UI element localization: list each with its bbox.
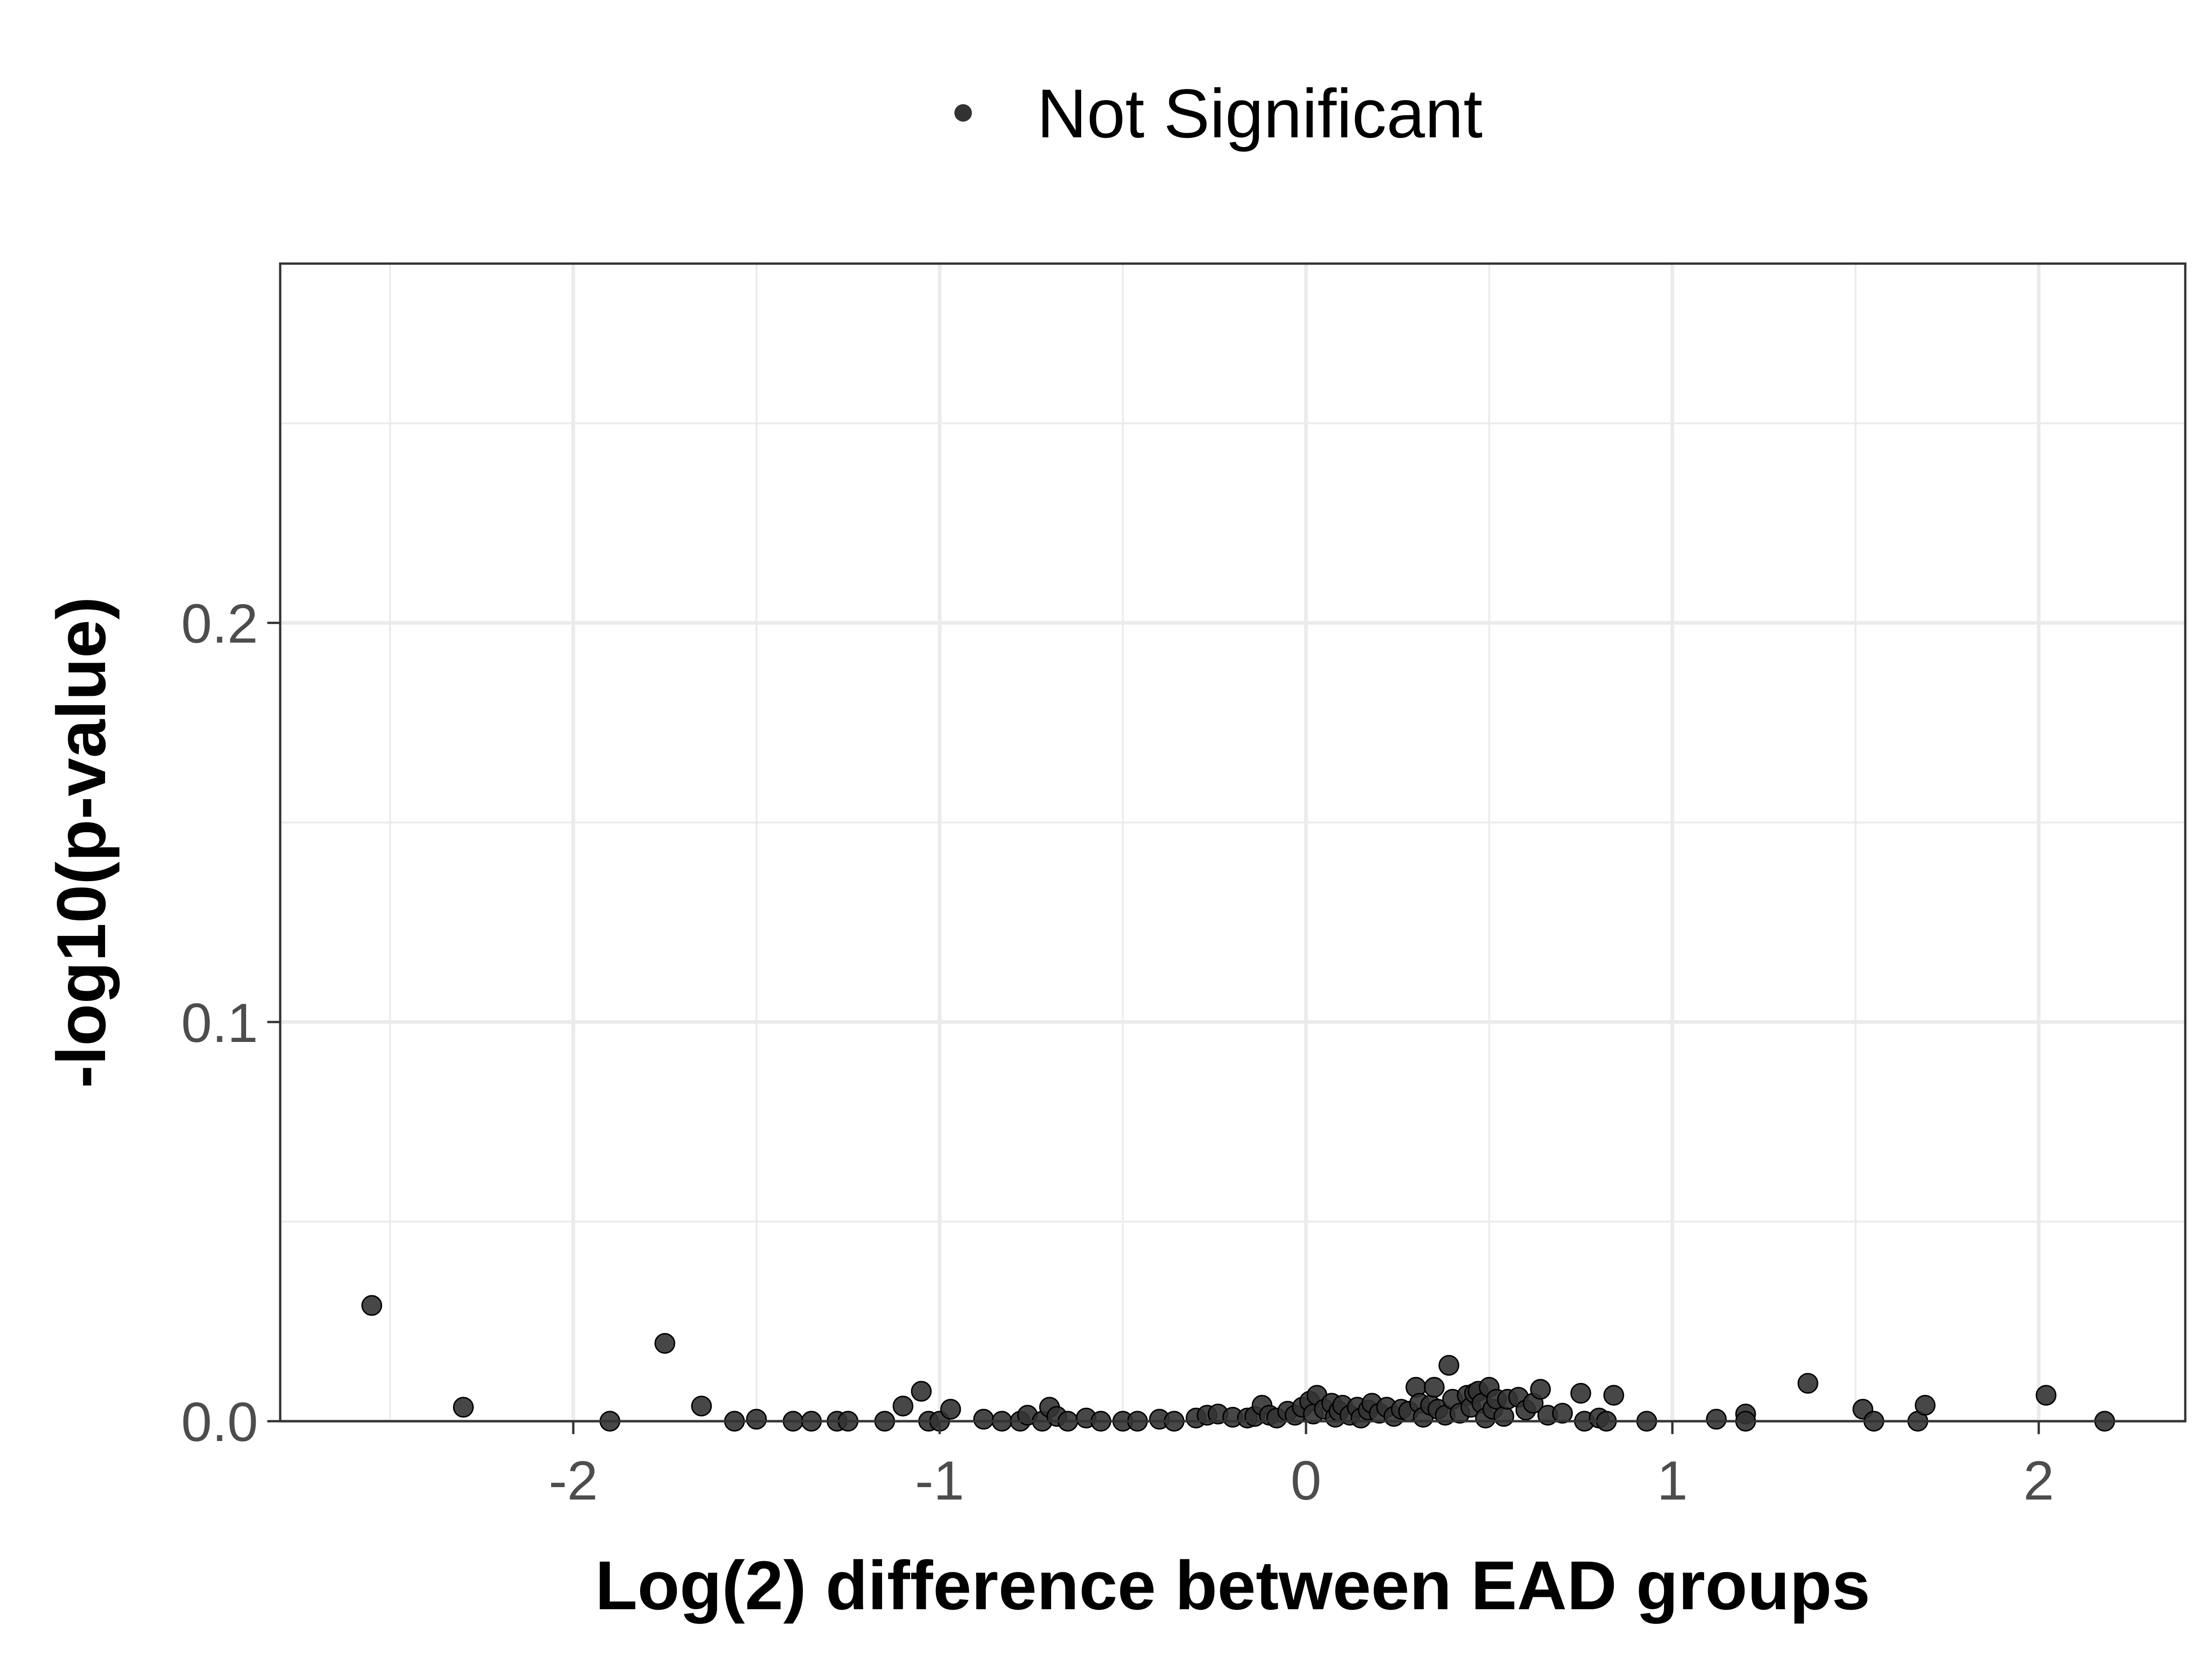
x-tick-label: -2 xyxy=(549,1450,598,1512)
x-axis: -2 -1 0 1 2 xyxy=(549,1421,2054,1512)
data-point xyxy=(940,1399,961,1420)
data-point xyxy=(1706,1409,1727,1430)
y-tick-label: 0.2 xyxy=(181,593,258,655)
x-tick-label: 0 xyxy=(1291,1450,1322,1512)
y-tick-label: 0.1 xyxy=(181,992,258,1054)
data-point xyxy=(654,1333,676,1354)
gridlines xyxy=(280,264,2185,1423)
y-axis: 0.0 0.1 0.2 xyxy=(181,593,280,1453)
y-tick-label: 0.0 xyxy=(181,1391,258,1453)
data-point xyxy=(973,1409,994,1430)
data-point xyxy=(1797,1373,1818,1394)
x-tick-label: 1 xyxy=(1657,1450,1688,1512)
data-point xyxy=(893,1395,913,1417)
data-point xyxy=(1493,1406,1514,1427)
data-point xyxy=(2036,1385,2057,1406)
data-point xyxy=(1915,1394,1936,1416)
x-axis-title: Log(2) difference between EAD groups xyxy=(595,1547,1871,1624)
legend: Not Significant xyxy=(954,75,1483,152)
data-point xyxy=(1603,1385,1624,1406)
legend-label-not-significant: Not Significant xyxy=(1037,75,1483,152)
data-point xyxy=(746,1409,767,1430)
x-tick-label: 2 xyxy=(2024,1450,2054,1512)
data-point xyxy=(1424,1377,1445,1398)
data-point xyxy=(1530,1379,1551,1400)
data-point xyxy=(1552,1403,1573,1424)
plot-panel xyxy=(280,264,2185,1421)
data-point xyxy=(361,1295,382,1316)
y-axis-title: -log10(p-value) xyxy=(42,597,120,1088)
legend-key-not-significant xyxy=(954,104,972,122)
data-point xyxy=(1438,1355,1459,1376)
x-tick-label: -1 xyxy=(915,1450,965,1512)
plot-panel-border xyxy=(279,262,2187,1423)
data-point xyxy=(1570,1382,1591,1404)
data-point xyxy=(911,1381,932,1402)
data-point xyxy=(453,1397,474,1418)
data-point xyxy=(691,1395,712,1417)
